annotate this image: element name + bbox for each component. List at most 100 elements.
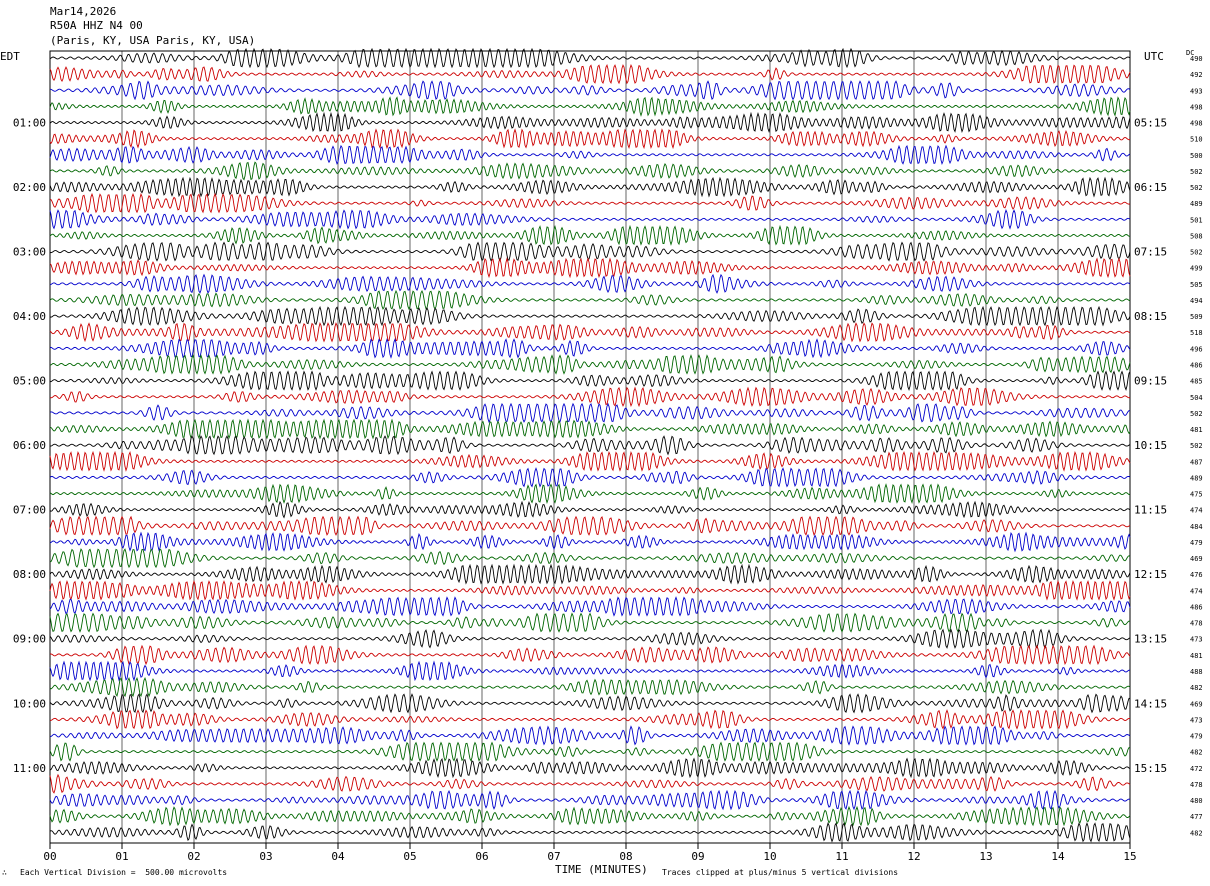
left-time-label: 03:00 [13,246,46,259]
right-time-label: 07:15 [1134,246,1167,259]
dc-offset-label: 510 [1190,136,1203,144]
right-time-label: 12:15 [1134,568,1167,581]
right-time-label: 06:15 [1134,181,1167,194]
x-tick-label: 03 [259,850,272,863]
dc-offset-label: 480 [1190,797,1203,805]
dc-offset-label: 490 [1190,55,1203,63]
dc-offset-label: 489 [1190,474,1203,482]
seismic-trace [49,500,1131,519]
seismic-trace [49,596,1131,617]
seismic-trace [49,386,1131,408]
seismic-trace [50,435,1131,456]
seismic-trace [49,467,1131,488]
seismic-trace [49,176,1131,198]
dc-offset-label: 482 [1190,684,1203,692]
seismic-trace [49,563,1131,585]
dc-offset-label: 518 [1190,329,1203,337]
right-time-label: 10:15 [1134,439,1167,452]
dc-offset-label: 502 [1190,410,1203,418]
dc-offset-label: 482 [1190,749,1203,757]
right-time-label: 13:15 [1134,633,1167,646]
scale-note: Each Vertical Division = 500.00 microvol… [20,868,228,877]
right-time-label: 05:15 [1134,117,1167,130]
left-time-label: 02:00 [13,181,46,194]
seismic-trace [50,80,1131,101]
dc-offset-label: 508 [1190,232,1203,240]
dc-offset-label: 478 [1190,620,1203,628]
x-tick-label: 06 [475,850,488,863]
dc-label: DC [1186,49,1195,57]
x-tick-label: 05 [403,850,416,863]
left-time-label: 01:00 [13,117,46,130]
dc-offset-label: 500 [1190,152,1203,160]
x-tick-label: 08 [619,850,632,863]
seismic-trace [49,773,1131,794]
seismic-trace [49,805,1131,827]
x-axis-label: TIME (MINUTES) [555,863,648,876]
seismic-trace [49,354,1131,375]
seismic-trace [49,257,1131,279]
seismic-trace [49,241,1131,262]
dc-offset-label: 481 [1190,652,1203,660]
dc-offset-label: 509 [1190,313,1203,321]
x-tick-label: 04 [331,850,345,863]
seismic-trace [49,548,1131,569]
dc-offset-label: 501 [1190,216,1203,224]
seismic-trace [49,289,1131,311]
seismic-trace [49,209,1131,230]
dc-offset-label: 488 [1190,668,1203,676]
dc-offset-label: 502 [1190,442,1203,450]
dc-offset-label: 502 [1190,184,1203,192]
seismic-trace [49,612,1131,633]
seismic-trace [49,628,1131,649]
right-time-label: 09:15 [1134,375,1167,388]
x-tick-label: 07 [547,850,560,863]
dc-offset-label: 492 [1190,71,1203,79]
right-time-label: 14:15 [1134,697,1167,710]
seismic-trace [49,321,1131,343]
seismic-trace [49,660,1131,682]
dc-offset-label: 477 [1190,813,1203,821]
left-time-label: 09:00 [13,633,46,646]
seismic-trace [49,644,1131,666]
dc-offset-label: 474 [1190,587,1203,595]
plot-date: Mar14,2026 [50,5,117,18]
left-axis-label: EDT [0,50,20,63]
dc-offset-label: 478 [1190,781,1203,789]
dc-offset-label: 469 [1190,700,1203,708]
seismic-trace [49,531,1131,553]
right-time-label: 08:15 [1134,310,1167,323]
seismic-trace [49,128,1131,150]
station-location: (Paris, KY, USA Paris, KY, USA) [50,34,256,47]
left-time-label: 10:00 [13,697,46,710]
dc-offset-label: 487 [1190,458,1203,466]
x-tick-label: 14 [1051,850,1065,863]
dc-offset-label: 479 [1190,539,1203,547]
seismic-trace [49,161,1131,181]
dc-offset-label: 479 [1190,733,1203,741]
seismic-trace [49,789,1131,811]
clip-note: Traces clipped at plus/minus 5 vertical … [662,868,899,877]
dc-offset-label: 496 [1190,345,1203,353]
left-time-label: 05:00 [13,375,46,388]
dc-offset-label: 493 [1190,87,1203,95]
dc-offset-label: 502 [1190,249,1203,257]
left-time-label: 06:00 [13,439,46,452]
dc-offset-label: 499 [1190,265,1203,273]
seismic-trace [49,515,1131,536]
x-tick-label: 01 [115,850,128,863]
seismic-trace [49,693,1131,714]
seismic-trace [49,757,1131,779]
left-time-label: 04:00 [13,310,46,323]
seismic-trace [49,47,1131,69]
dc-offset-label: 505 [1190,281,1203,289]
seismic-trace [49,676,1131,698]
dc-offset-label: 472 [1190,765,1203,773]
seismic-trace [49,579,1131,601]
dc-offset-label: 502 [1190,168,1203,176]
dc-offset-label: 504 [1190,394,1203,402]
seismic-trace [49,450,1131,472]
right-axis-label: UTC [1144,50,1164,63]
x-tick-label: 12 [907,850,920,863]
x-tick-label: 10 [763,850,776,863]
